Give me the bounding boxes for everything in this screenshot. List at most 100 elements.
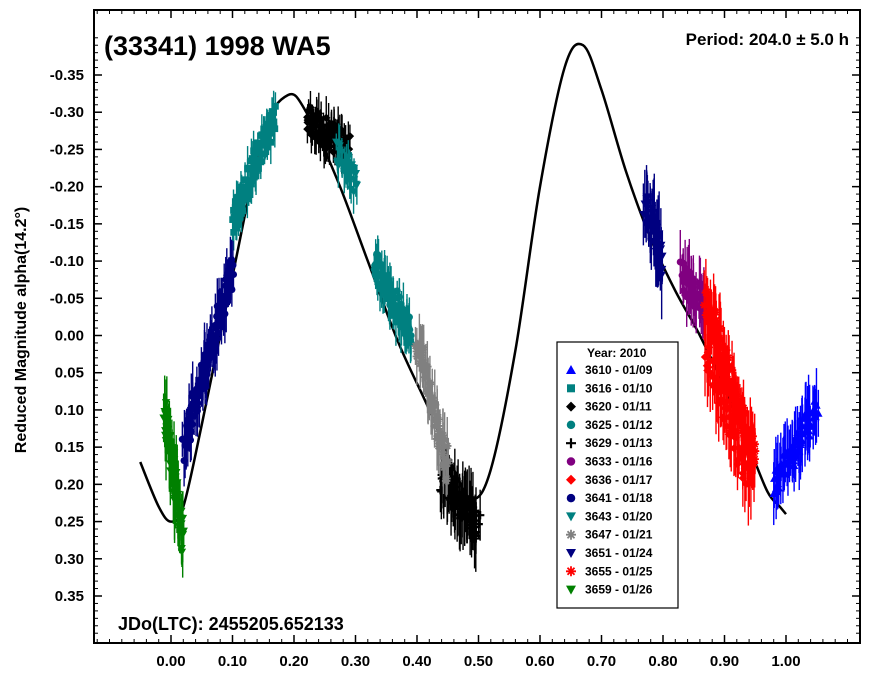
x-tick-label: 0.40 bbox=[402, 653, 431, 670]
x-tick-label: 0.10 bbox=[218, 653, 247, 670]
data-point bbox=[239, 191, 247, 199]
legend-marker bbox=[566, 512, 576, 522]
data-point bbox=[255, 165, 262, 172]
y-tick-label: -0.25 bbox=[50, 141, 84, 158]
data-point bbox=[719, 415, 729, 424]
data-point bbox=[267, 138, 275, 146]
data-point bbox=[444, 456, 453, 466]
series-layer bbox=[159, 90, 823, 578]
data-point bbox=[261, 139, 269, 147]
data-point bbox=[334, 140, 344, 148]
data-point bbox=[741, 439, 750, 448]
data-point bbox=[337, 148, 347, 157]
y-tick-label: 0.05 bbox=[55, 365, 84, 382]
data-point bbox=[229, 216, 236, 223]
legend-marker bbox=[566, 493, 576, 503]
data-point bbox=[700, 352, 710, 362]
data-point bbox=[244, 195, 251, 203]
data-point bbox=[657, 271, 666, 280]
legend-label: 3625 - 01/12 bbox=[585, 418, 653, 432]
series-3641 bbox=[178, 236, 238, 487]
data-point bbox=[260, 135, 268, 143]
data-point bbox=[252, 171, 259, 178]
data-point bbox=[420, 373, 430, 382]
data-point bbox=[441, 476, 451, 486]
data-point bbox=[734, 405, 743, 414]
data-point bbox=[709, 304, 718, 314]
y-tick-label: 0.00 bbox=[55, 328, 84, 345]
data-point bbox=[704, 358, 714, 367]
data-point bbox=[739, 403, 748, 413]
y-tick-label: 0.25 bbox=[55, 514, 84, 531]
data-point bbox=[793, 428, 802, 437]
data-point bbox=[373, 253, 381, 261]
data-point bbox=[706, 368, 715, 378]
data-point bbox=[707, 314, 717, 323]
data-point bbox=[724, 430, 734, 439]
data-point bbox=[266, 126, 274, 134]
data-point bbox=[714, 398, 723, 408]
data-point bbox=[252, 145, 260, 153]
data-point bbox=[177, 548, 187, 557]
legend-label: 3610 - 01/09 bbox=[585, 363, 653, 377]
legend-item: 3655 - 01/25 bbox=[566, 564, 653, 578]
data-point bbox=[230, 206, 237, 214]
legend-item: 3616 - 01/10 bbox=[567, 381, 653, 395]
jd-annotation: JDo(LTC): 2455205.652133 bbox=[118, 614, 344, 634]
legend-label: 3641 - 01/18 bbox=[585, 491, 653, 505]
y-tick-label: -0.15 bbox=[50, 216, 84, 233]
legend-marker bbox=[566, 566, 576, 577]
legend-marker bbox=[566, 585, 576, 595]
legend-label: 3643 - 01/20 bbox=[585, 509, 653, 523]
x-tick-label: 0.30 bbox=[341, 653, 370, 670]
data-point bbox=[733, 459, 742, 469]
data-point bbox=[411, 341, 420, 351]
legend-item: 3636 - 01/17 bbox=[566, 473, 653, 487]
data-point bbox=[345, 131, 355, 141]
data-point bbox=[244, 164, 251, 172]
data-point bbox=[437, 443, 447, 453]
data-point bbox=[740, 422, 749, 432]
series-3616 bbox=[229, 90, 279, 251]
data-point bbox=[228, 286, 236, 294]
data-point bbox=[416, 341, 426, 351]
data-point bbox=[702, 287, 711, 297]
x-tick-label: 0.80 bbox=[648, 653, 677, 670]
data-point bbox=[656, 245, 666, 253]
legend: Year: 2010 3610 - 01/09 3616 - 01/10 3620 … bbox=[556, 341, 679, 609]
legend-item: 3651 - 01/24 bbox=[566, 546, 653, 560]
legend-marker bbox=[566, 549, 576, 558]
data-point bbox=[719, 369, 728, 379]
legend-title: Year: 2010 bbox=[587, 346, 647, 360]
data-point bbox=[424, 387, 434, 397]
y-tick-label: -0.30 bbox=[50, 104, 84, 121]
legend-marker bbox=[567, 384, 575, 393]
data-point bbox=[700, 300, 709, 310]
series-3647 bbox=[411, 313, 453, 497]
data-point bbox=[440, 436, 449, 445]
data-point bbox=[475, 510, 485, 520]
data-point bbox=[268, 111, 276, 119]
data-point bbox=[689, 277, 697, 285]
legend-marker bbox=[566, 365, 576, 374]
data-point bbox=[228, 256, 236, 264]
data-point bbox=[439, 460, 448, 470]
x-tick-label: 0.20 bbox=[279, 653, 308, 670]
legend-item: 3659 - 01/26 bbox=[566, 583, 653, 597]
chart-title: (33341) 1998 WA5 bbox=[104, 31, 331, 61]
series-3633 bbox=[676, 229, 711, 341]
data-point bbox=[712, 329, 721, 339]
legend-marker bbox=[566, 420, 576, 430]
data-point bbox=[412, 352, 422, 361]
data-point bbox=[703, 307, 713, 317]
legend-box bbox=[556, 341, 679, 609]
x-tick-label: 1.00 bbox=[771, 653, 800, 670]
y-tick-label: -0.35 bbox=[50, 67, 84, 84]
data-point bbox=[474, 519, 483, 529]
data-point bbox=[230, 229, 238, 236]
y-tick-label: -0.20 bbox=[50, 179, 84, 196]
data-point bbox=[735, 398, 745, 408]
data-point bbox=[351, 170, 361, 178]
data-point bbox=[421, 367, 430, 376]
data-point bbox=[723, 374, 732, 384]
